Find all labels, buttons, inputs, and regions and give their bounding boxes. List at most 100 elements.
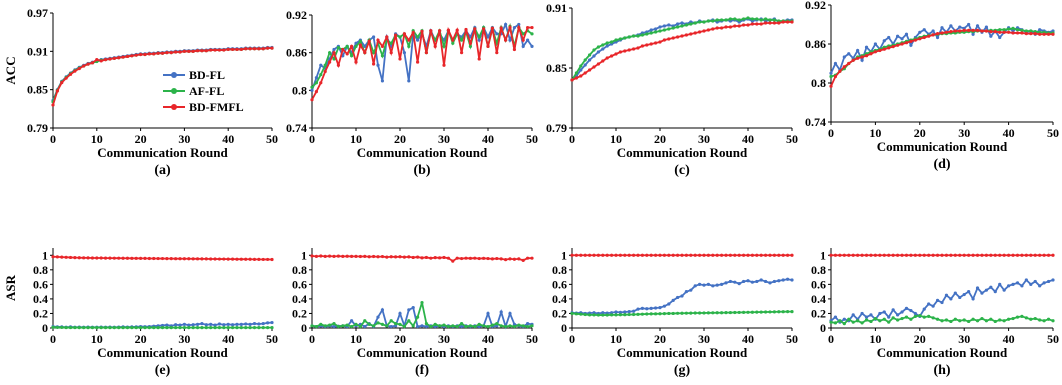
data-point: [1033, 279, 1037, 284]
data-point: [512, 47, 517, 52]
data-point: [358, 43, 362, 47]
data-point: [182, 257, 186, 261]
data-point: [477, 35, 481, 39]
data-point: [790, 278, 794, 282]
data-point: [402, 51, 406, 55]
data-point: [878, 319, 882, 323]
data-point: [244, 326, 248, 330]
data-point: [508, 257, 512, 261]
data-point: [605, 313, 609, 317]
data-point: [676, 22, 680, 26]
legend-entry: BD-FMFL: [189, 100, 244, 114]
data-point: [654, 41, 658, 45]
data-point: [112, 326, 116, 330]
data-point: [380, 322, 384, 326]
data-point: [882, 253, 886, 257]
data-point: [257, 47, 261, 51]
data-point: [728, 253, 733, 257]
data-point: [1007, 317, 1011, 321]
data-point: [935, 35, 940, 40]
data-point: [367, 39, 371, 43]
data-point: [627, 312, 631, 317]
data-point: [949, 253, 953, 257]
data-point: [526, 256, 530, 260]
data-point: [420, 29, 424, 33]
data-point: [526, 25, 530, 30]
data-point: [1033, 253, 1037, 257]
y-tick-label: 0.86: [286, 46, 307, 60]
data-point: [310, 98, 314, 102]
data-point: [1042, 253, 1046, 257]
y-tick-label: 0.6: [552, 277, 567, 291]
data-point: [336, 324, 340, 329]
data-point: [605, 41, 609, 45]
data-point: [706, 282, 711, 286]
data-point: [711, 253, 715, 257]
data-point: [372, 35, 376, 39]
data-point: [482, 27, 486, 31]
data-point: [900, 37, 904, 41]
data-point: [407, 255, 411, 259]
data-point: [195, 257, 200, 261]
data-point: [486, 256, 490, 261]
data-point: [680, 21, 684, 25]
data-point: [73, 256, 77, 260]
data-point: [989, 317, 993, 321]
data-point: [530, 324, 534, 328]
data-point: [1011, 316, 1015, 321]
data-point: [252, 326, 257, 330]
data-point: [319, 322, 323, 326]
data-point: [200, 257, 204, 261]
data-point: [363, 254, 367, 258]
data-point: [345, 254, 349, 258]
data-point: [869, 52, 873, 56]
data-point: [640, 33, 645, 37]
data-point: [998, 253, 1002, 257]
data-point: [152, 52, 156, 56]
x-tick-label: 20: [394, 132, 406, 146]
data-point: [1042, 319, 1046, 323]
data-point: [772, 21, 777, 25]
data-point: [266, 46, 270, 50]
data-point: [156, 256, 160, 261]
data-point: [244, 257, 248, 261]
data-point: [618, 310, 623, 314]
data-point: [851, 320, 855, 324]
data-point: [512, 257, 517, 261]
data-point: [328, 51, 332, 55]
data-point: [380, 54, 384, 58]
data-point: [931, 304, 935, 308]
data-point: [750, 310, 755, 314]
data-point: [55, 325, 59, 330]
data-point: [376, 38, 380, 42]
data-point: [614, 310, 618, 314]
data-point: [468, 324, 472, 328]
data-point: [781, 20, 785, 24]
x-tick-label: 40: [222, 332, 234, 346]
data-point: [649, 312, 653, 316]
data-point: [372, 324, 376, 328]
x-tick-label: 40: [482, 132, 494, 146]
data-point: [244, 322, 248, 326]
data-point: [851, 253, 855, 257]
data-point: [147, 52, 151, 56]
y-tick-label: 0.79: [27, 121, 48, 135]
data-point: [310, 88, 314, 92]
series-line: [830, 29, 1053, 87]
data-point: [139, 52, 143, 57]
data-point: [389, 51, 393, 55]
y-tick-label: 0.8: [811, 76, 826, 90]
data-point: [759, 253, 763, 257]
data-point: [851, 313, 855, 317]
data-point: [442, 63, 446, 67]
data-point: [490, 323, 494, 327]
data-point: [733, 280, 737, 284]
data-point: [314, 89, 318, 94]
data-point: [521, 44, 525, 48]
data-point: [451, 38, 455, 42]
data-point: [654, 253, 658, 257]
data-point: [420, 324, 424, 328]
data-point: [64, 255, 68, 259]
data-point: [596, 253, 601, 257]
data-point: [856, 56, 860, 60]
